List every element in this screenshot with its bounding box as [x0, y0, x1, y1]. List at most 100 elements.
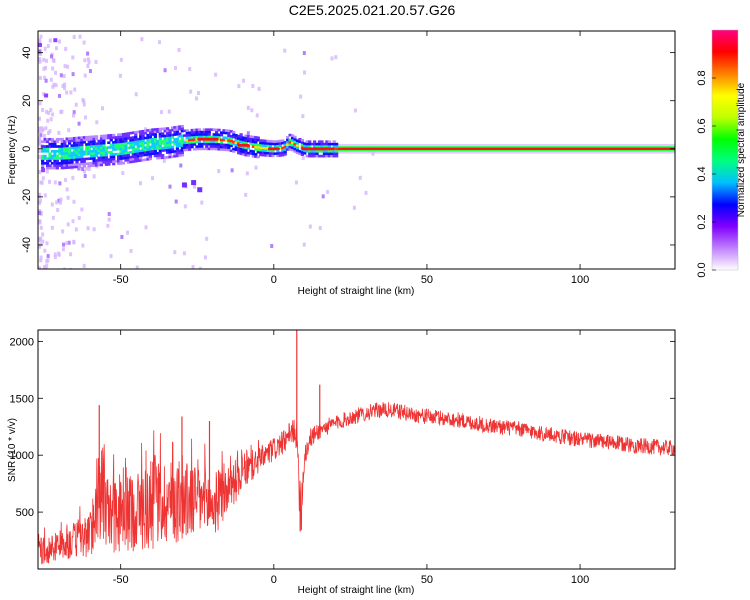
noise-speckle — [121, 171, 125, 176]
ridge-cell — [192, 140, 197, 144]
ridge-cell — [85, 152, 89, 156]
ridge-cell — [102, 161, 106, 164]
ridge-cell — [112, 160, 116, 163]
ridge-cell — [55, 166, 59, 170]
noise-speckle — [237, 84, 241, 89]
ridge-cell — [335, 154, 339, 158]
ridge-cell — [148, 131, 153, 134]
ridge-cell — [298, 140, 302, 143]
ridge-cell — [163, 146, 167, 150]
ridge-cell — [146, 153, 150, 156]
ridge-cell — [58, 147, 62, 151]
ridge-cell — [232, 135, 236, 139]
ridge-cell — [293, 140, 297, 144]
ridge-cell — [227, 143, 231, 147]
noise-speckle — [129, 248, 133, 253]
ridge-cell — [298, 152, 302, 156]
ridge-cell — [143, 131, 148, 135]
ridge-cell — [308, 145, 312, 148]
noise-speckle — [353, 108, 357, 113]
ridge-cell — [82, 162, 86, 166]
ridge-cell — [158, 127, 162, 131]
spectrogram-y-tick-label: 40 — [21, 47, 33, 59]
ridge-cell — [90, 140, 94, 143]
noise-speckle — [50, 202, 54, 207]
ridge-cell — [94, 152, 99, 155]
ridge-cell — [126, 132, 131, 135]
noise-speckle — [78, 34, 82, 39]
ridge-cell — [102, 141, 106, 145]
isolated-blob — [181, 182, 187, 188]
noise-speckle — [138, 181, 142, 186]
ridge-cell — [102, 137, 106, 140]
ridge-cell — [68, 137, 72, 140]
snr-y-tick-label: 1500 — [10, 393, 34, 405]
ridge-cell — [112, 155, 116, 159]
noise-speckle — [72, 240, 76, 245]
ridge-cell — [183, 148, 187, 152]
ridge-cell — [124, 149, 128, 153]
noise-speckle — [38, 244, 42, 249]
ridge-cell — [185, 134, 189, 137]
noise-speckle — [63, 267, 67, 269]
ridge-cell — [161, 154, 165, 157]
ridge-cell — [136, 145, 140, 148]
ridge-cell — [237, 134, 241, 138]
ridge-cell — [303, 151, 307, 155]
ridge-cell — [256, 138, 260, 142]
ridge-cell — [256, 143, 260, 147]
ridge-cell — [268, 154, 273, 158]
ridge-cell — [205, 147, 209, 151]
ridge-cell — [212, 142, 216, 146]
ridge-cell — [222, 148, 226, 151]
noise-speckle — [39, 51, 43, 56]
snr-x-tick-label: -50 — [113, 574, 129, 586]
ridge-cell — [330, 142, 334, 146]
ridge-cell — [41, 150, 45, 153]
ridge-cell — [41, 145, 45, 148]
ridge-cell — [254, 152, 258, 156]
ridge-cell — [293, 135, 297, 139]
ridge-cell — [53, 150, 57, 153]
snr-y-axis-label: SNR (10 * v/v) — [7, 418, 18, 482]
ridge-cell — [168, 148, 172, 152]
ridge-cell — [317, 142, 322, 146]
noise-speckle — [358, 175, 362, 180]
ridge-cell — [124, 139, 128, 143]
ridge-cell — [148, 138, 153, 141]
ridge-cell — [264, 154, 268, 157]
ridge-cell — [153, 128, 157, 131]
ridge-cell — [219, 133, 224, 137]
ridge-cell — [112, 133, 116, 137]
spectrogram-x-tick-label: -50 — [113, 274, 129, 286]
ridge-cell — [87, 138, 91, 141]
noise-speckle — [39, 242, 43, 247]
ridge-cell — [114, 143, 118, 146]
ridge-cell — [126, 153, 131, 157]
ridge-cell — [325, 142, 329, 146]
ridge-cell — [146, 141, 150, 144]
ridge-cell — [190, 131, 194, 134]
ridge-cell — [180, 153, 184, 157]
ridge-cell — [48, 142, 52, 146]
ridge-cell — [234, 134, 238, 137]
ridge-cell — [166, 132, 170, 135]
ridge-cell — [197, 142, 202, 146]
ridge-cell — [173, 140, 177, 144]
ridge-cell — [63, 166, 67, 170]
ridge-cell — [153, 142, 157, 146]
ridge-cell — [139, 156, 143, 160]
ridge-cell — [163, 141, 167, 145]
ridge-cell — [139, 151, 143, 155]
ridge-cell — [232, 130, 236, 134]
ridge-cell — [119, 154, 123, 158]
noise-speckle — [69, 252, 73, 257]
ridge-cell — [65, 161, 69, 165]
ridge-cell — [210, 140, 214, 143]
ridge-cell — [85, 145, 89, 149]
noise-speckle — [66, 222, 70, 227]
ridge-cell — [313, 145, 317, 148]
ridge-cell — [151, 145, 155, 148]
spectrogram-x-tick-label: 50 — [421, 274, 433, 286]
ridge-cell — [45, 162, 50, 165]
